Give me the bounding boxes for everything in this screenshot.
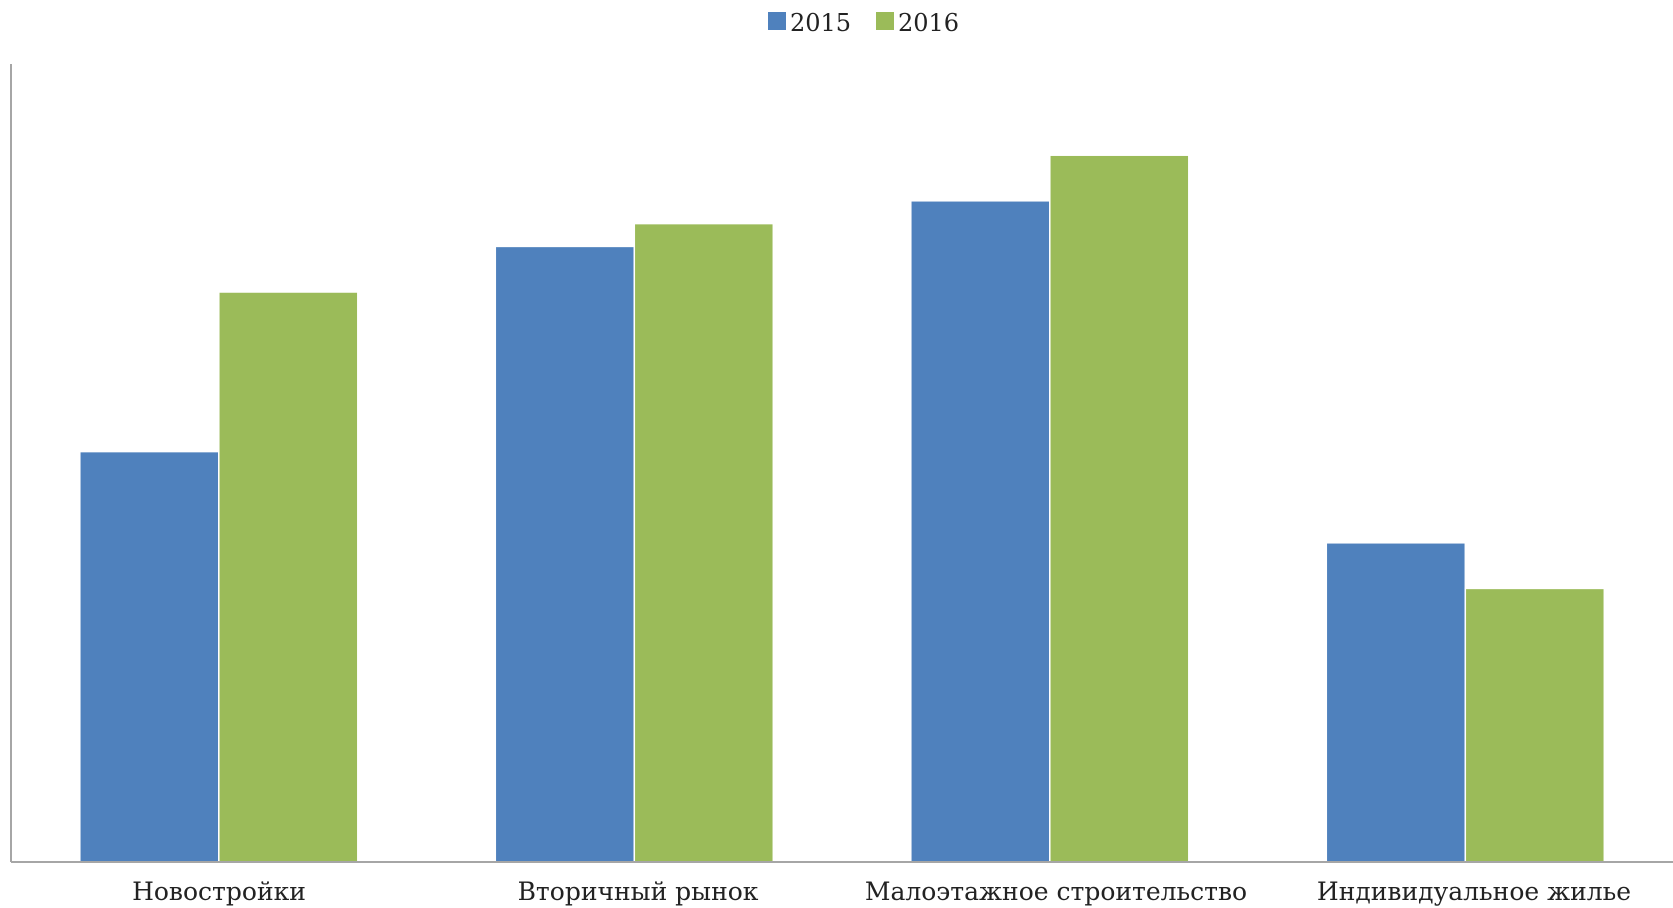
bar-2015-4 xyxy=(1325,542,1467,863)
x-tick-label: Индивидуальное жилье xyxy=(1317,877,1631,906)
legend-label-2016: 2016 xyxy=(898,9,959,37)
bar-2015-3 xyxy=(910,200,1051,863)
x-tick-label: Новостройки xyxy=(132,877,306,906)
bar-2015-2 xyxy=(494,245,636,863)
x-tick-label: Вторичный рынок xyxy=(518,877,759,906)
bar-2016-3 xyxy=(1049,154,1190,863)
legend: 2015 2016 xyxy=(768,9,959,37)
bars-group xyxy=(79,154,1606,863)
bar-2016-2 xyxy=(633,222,775,863)
x-tick-labels: Новостройки Вторичный рынок Малоэтажное … xyxy=(132,877,1631,906)
legend-swatch-2016 xyxy=(876,12,894,30)
x-tick-label: Малоэтажное строительство xyxy=(865,877,1247,906)
bar-2016-1 xyxy=(218,291,359,863)
legend-swatch-2015 xyxy=(768,12,786,30)
bar-2016-4 xyxy=(1464,587,1606,863)
legend-label-2015: 2015 xyxy=(790,9,851,37)
bar-2015-1 xyxy=(79,450,220,863)
